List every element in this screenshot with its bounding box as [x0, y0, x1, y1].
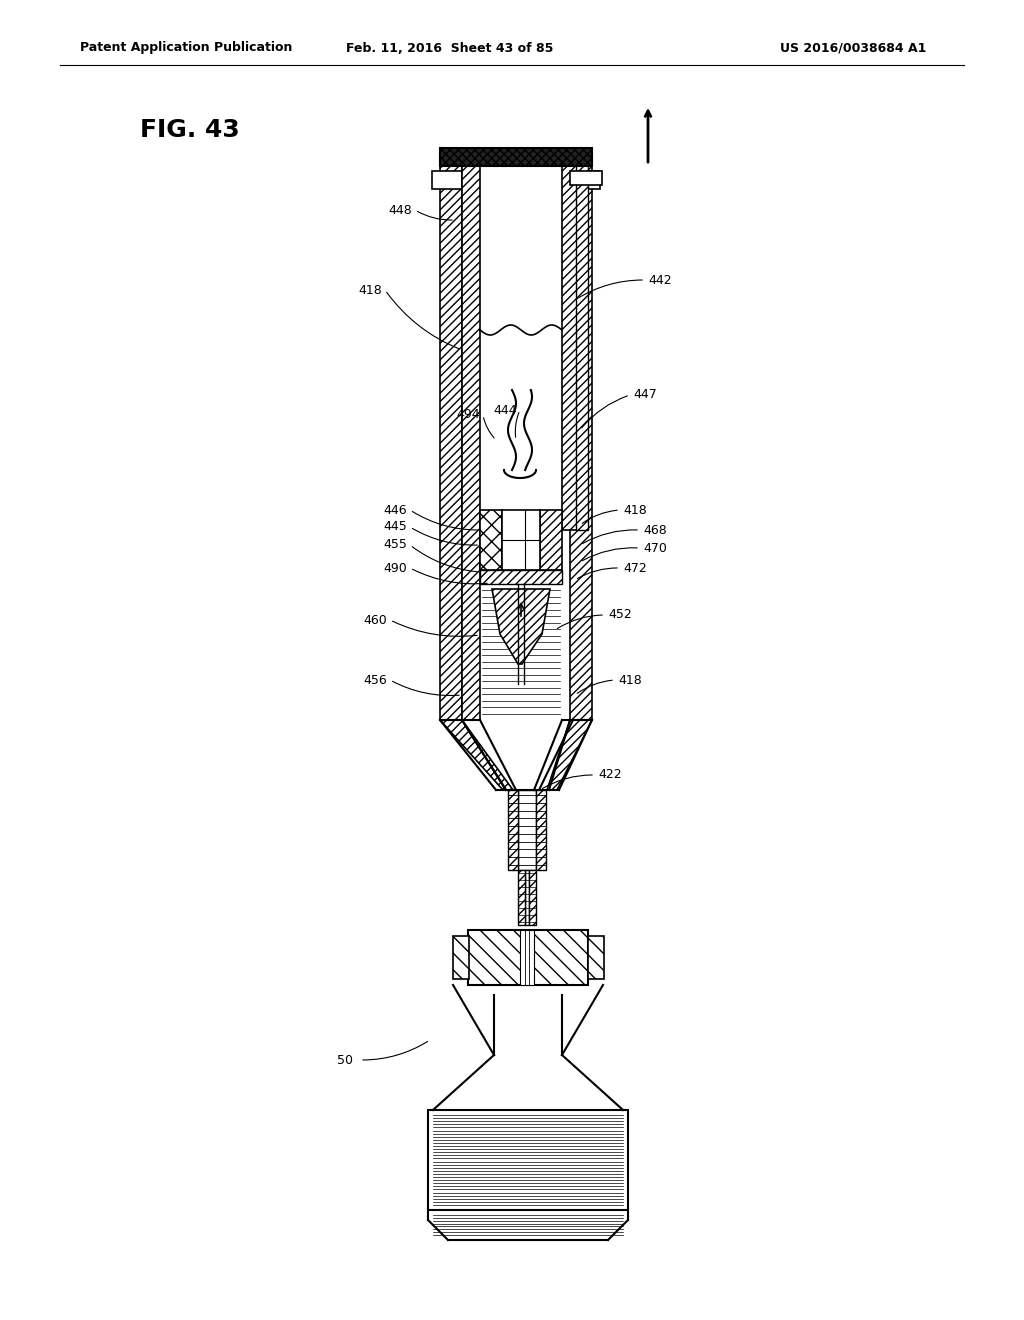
Text: 418: 418 — [358, 284, 382, 297]
Text: 445: 445 — [383, 520, 407, 533]
Bar — [520, 931, 534, 985]
Bar — [529, 870, 536, 925]
Polygon shape — [547, 719, 592, 789]
Text: 456: 456 — [364, 673, 387, 686]
Bar — [536, 789, 546, 870]
Bar — [480, 510, 502, 570]
Bar — [462, 154, 480, 719]
Bar — [508, 789, 518, 870]
Bar — [440, 148, 592, 166]
Bar — [518, 870, 525, 925]
Bar — [540, 510, 562, 570]
Bar — [588, 936, 604, 979]
Bar — [440, 154, 462, 719]
Bar — [570, 154, 592, 719]
Text: Patent Application Publication: Patent Application Publication — [80, 41, 293, 54]
Bar — [480, 570, 562, 583]
Bar — [562, 148, 580, 531]
Text: 442: 442 — [648, 273, 672, 286]
Bar — [502, 510, 540, 570]
Text: 460: 460 — [364, 614, 387, 627]
Bar — [480, 154, 562, 719]
Text: 448: 448 — [388, 203, 412, 216]
Polygon shape — [440, 719, 513, 789]
Bar — [453, 936, 469, 979]
Text: 490: 490 — [383, 561, 407, 574]
Bar — [428, 1110, 628, 1210]
Text: 418: 418 — [624, 503, 647, 516]
Text: 455: 455 — [383, 539, 407, 552]
Text: 468: 468 — [643, 524, 667, 536]
Text: 446: 446 — [383, 503, 407, 516]
Text: 444: 444 — [494, 404, 517, 417]
Text: 447: 447 — [633, 388, 656, 401]
Bar — [432, 172, 462, 189]
Text: 470: 470 — [643, 541, 667, 554]
Bar — [480, 583, 562, 719]
Bar — [570, 172, 600, 189]
Bar — [575, 148, 588, 531]
Text: 422: 422 — [598, 768, 622, 781]
Bar — [468, 931, 588, 985]
Text: 418: 418 — [618, 673, 642, 686]
Text: 472: 472 — [624, 561, 647, 574]
Text: 494: 494 — [456, 408, 480, 421]
Text: FIG. 43: FIG. 43 — [140, 117, 240, 143]
Text: 50: 50 — [337, 1053, 353, 1067]
Polygon shape — [492, 589, 550, 664]
Text: Feb. 11, 2016  Sheet 43 of 85: Feb. 11, 2016 Sheet 43 of 85 — [346, 41, 554, 54]
Bar — [518, 789, 536, 870]
Text: 452: 452 — [608, 609, 632, 622]
Bar — [525, 870, 529, 925]
Bar — [570, 172, 602, 185]
Text: US 2016/0038684 A1: US 2016/0038684 A1 — [780, 41, 927, 54]
